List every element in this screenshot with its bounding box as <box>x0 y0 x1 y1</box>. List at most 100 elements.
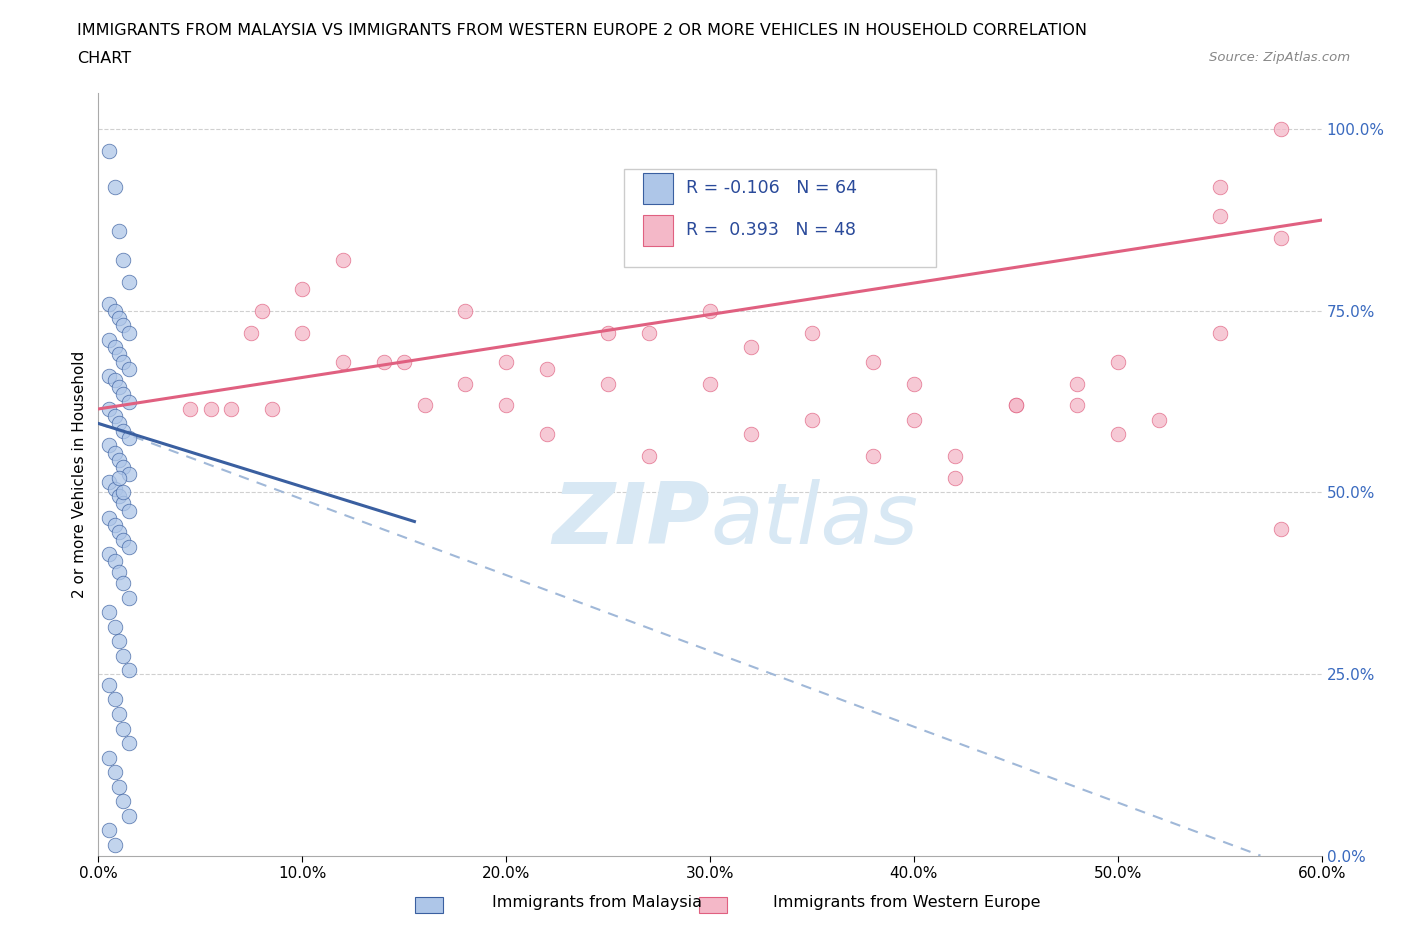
Point <box>97 604 120 619</box>
Point <box>111 576 134 591</box>
Point <box>291 326 314 340</box>
Text: R =  0.393   N = 48: R = 0.393 N = 48 <box>686 221 856 239</box>
Point <box>111 459 134 474</box>
Point <box>1066 376 1088 391</box>
Point <box>104 339 127 354</box>
Point <box>118 274 141 289</box>
Point <box>250 303 273 318</box>
Point <box>111 387 134 402</box>
Text: atlas: atlas <box>710 479 918 562</box>
Point <box>118 503 141 518</box>
Point <box>104 482 127 497</box>
Point <box>108 223 131 238</box>
Text: CHART: CHART <box>77 51 131 66</box>
FancyBboxPatch shape <box>643 215 673 246</box>
Point <box>97 474 120 489</box>
Point <box>111 485 134 500</box>
Point <box>108 779 131 794</box>
Point <box>903 412 925 427</box>
Point <box>373 354 395 369</box>
Text: Immigrants from Malaysia: Immigrants from Malaysia <box>492 895 702 910</box>
Point <box>108 634 131 649</box>
Point <box>104 409 127 424</box>
Point <box>1107 354 1129 369</box>
Y-axis label: 2 or more Vehicles in Household: 2 or more Vehicles in Household <box>72 351 87 598</box>
Point <box>108 565 131 579</box>
Point <box>943 448 966 463</box>
Point <box>1004 398 1026 413</box>
Point <box>97 333 120 348</box>
Point <box>108 707 131 722</box>
Point <box>637 448 661 463</box>
Point <box>108 311 131 325</box>
Point <box>97 143 120 158</box>
Point <box>200 402 222 417</box>
Point <box>108 452 131 467</box>
Point <box>598 326 620 340</box>
Point <box>219 402 242 417</box>
Point <box>598 376 620 391</box>
Point <box>118 362 141 377</box>
Point <box>97 438 120 453</box>
Text: R = -0.106   N = 64: R = -0.106 N = 64 <box>686 179 856 197</box>
Point <box>1004 398 1026 413</box>
Point <box>111 648 134 663</box>
Point <box>97 402 120 417</box>
Text: ZIP: ZIP <box>553 479 710 562</box>
Point <box>104 837 127 852</box>
Point <box>862 448 884 463</box>
Point <box>536 427 558 442</box>
Point <box>118 539 141 554</box>
Point <box>97 296 120 311</box>
Point <box>943 471 966 485</box>
Point <box>1209 326 1232 340</box>
Point <box>97 751 120 765</box>
Point <box>111 354 134 369</box>
Point <box>104 445 127 460</box>
Point <box>1107 427 1129 442</box>
Point <box>1209 180 1232 195</box>
Point <box>104 619 127 634</box>
Point <box>118 808 141 823</box>
Point <box>1209 209 1232 224</box>
Point <box>801 412 824 427</box>
Point <box>108 471 131 485</box>
Point <box>97 511 120 525</box>
Text: Immigrants from Western Europe: Immigrants from Western Europe <box>773 895 1040 910</box>
Point <box>740 339 762 354</box>
FancyBboxPatch shape <box>643 173 673 204</box>
Point <box>118 736 141 751</box>
Point <box>104 764 127 779</box>
Point <box>97 823 120 838</box>
Point <box>118 591 141 605</box>
Point <box>97 547 120 562</box>
Point <box>240 326 263 340</box>
Point <box>1147 412 1170 427</box>
Point <box>111 721 134 736</box>
Point <box>862 354 884 369</box>
Point <box>1270 522 1292 537</box>
Point <box>111 253 134 268</box>
Point <box>392 354 416 369</box>
Point <box>104 180 127 195</box>
Point <box>260 402 283 417</box>
Point <box>536 362 558 377</box>
Point <box>97 677 120 692</box>
Point <box>118 467 141 482</box>
Point <box>1066 398 1088 413</box>
Point <box>454 303 477 318</box>
Point <box>108 416 131 431</box>
Point <box>1270 122 1292 137</box>
Text: Source: ZipAtlas.com: Source: ZipAtlas.com <box>1209 51 1350 64</box>
Point <box>108 347 131 362</box>
Point <box>495 398 517 413</box>
Point <box>903 376 925 391</box>
Point <box>108 525 131 539</box>
Point <box>801 326 824 340</box>
Point <box>118 663 141 678</box>
Text: IMMIGRANTS FROM MALAYSIA VS IMMIGRANTS FROM WESTERN EUROPE 2 OR MORE VEHICLES IN: IMMIGRANTS FROM MALAYSIA VS IMMIGRANTS F… <box>77 23 1087 38</box>
Point <box>699 303 721 318</box>
Point <box>332 253 354 268</box>
Point <box>111 318 134 333</box>
Point <box>454 376 477 391</box>
